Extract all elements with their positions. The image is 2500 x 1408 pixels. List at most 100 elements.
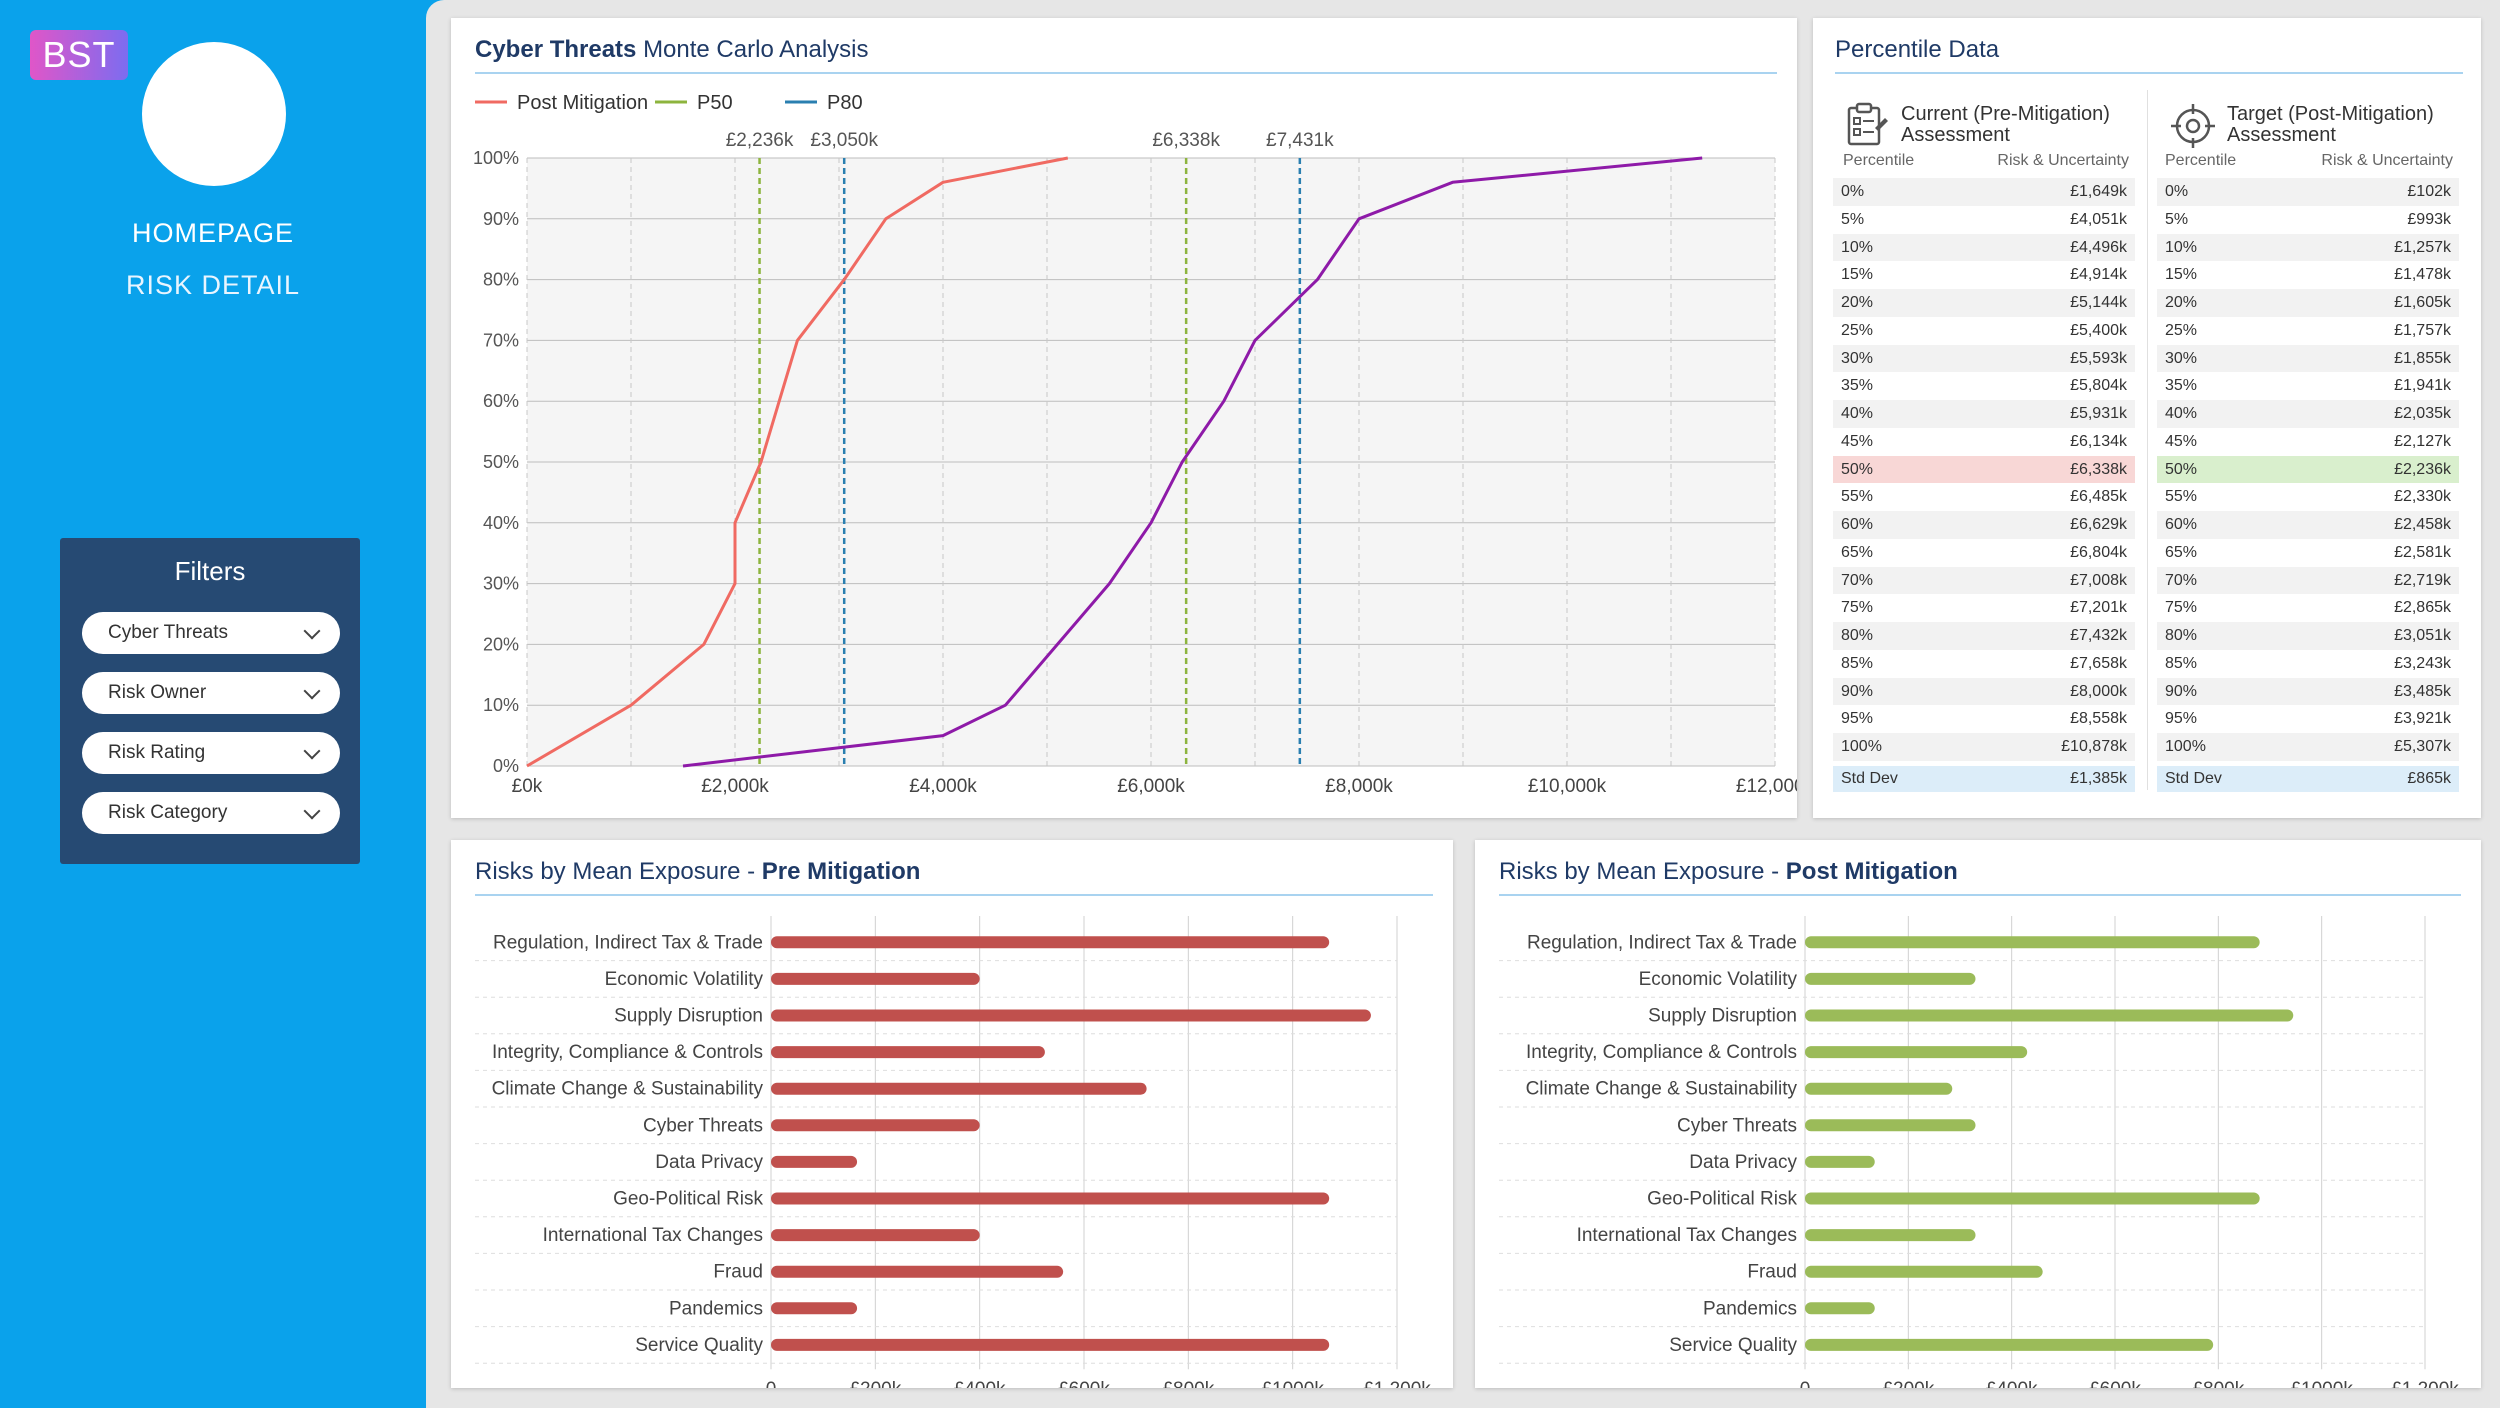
risk-value: £7,658k — [2070, 654, 2127, 672]
percentile-value: 100% — [2165, 738, 2206, 755]
target-col-risk: Risk & Uncertainty — [2321, 152, 2453, 169]
filter-risk-dropdown[interactable]: Cyber Threats — [82, 612, 340, 654]
risk-value: £4,914k — [2070, 266, 2127, 284]
percentile-value: 65% — [1841, 543, 1874, 561]
percentile-row: 95% £8,558k — [1833, 705, 2135, 733]
exposure-bar[interactable] — [1805, 1229, 1976, 1242]
exposure-bar[interactable] — [1805, 1009, 2294, 1022]
exposure-bar[interactable] — [1805, 972, 1976, 985]
current-assessment-header: Current (Pre-Mitigation) Assessment — [1831, 84, 2141, 154]
target-assessment-line1: Target (Post-Mitigation) — [2227, 103, 2434, 125]
series-line[interactable] — [526, 156, 1069, 768]
x-tick-label: £600k — [1058, 1379, 1110, 1388]
exposure-bar[interactable] — [771, 1119, 980, 1132]
std-dev-label: Std Dev — [2165, 770, 2222, 787]
legend-label: P50 — [697, 92, 733, 114]
filters-title: Filters — [174, 556, 246, 586]
exposure-bar[interactable] — [771, 1192, 1330, 1205]
risk-value: £1,649k — [2070, 183, 2127, 200]
category-label: Integrity, Compliance & Controls — [1526, 1042, 1797, 1063]
nav-homepage-link[interactable]: HOMEPAGE — [131, 218, 295, 248]
filter-risk-owner-dropdown[interactable]: Risk Owner — [82, 672, 340, 714]
exposure-bar[interactable] — [771, 1009, 1371, 1022]
x-tick-label: 0 — [1800, 1379, 1811, 1388]
current-assessment-line1: Current (Pre-Mitigation) — [1901, 103, 2110, 125]
monte-carlo-card: Cyber Threats Monte Carlo Analysis 0% 10%… — [451, 18, 1797, 818]
exposure-bar[interactable] — [1805, 1119, 1976, 1132]
percentile-row: 90% £8,000k — [1833, 677, 2135, 706]
category-label: Service Quality — [1669, 1335, 1797, 1356]
exposure-bar[interactable] — [771, 936, 1330, 949]
std-dev-value: £865k — [2407, 770, 2451, 787]
percentile-value: 40% — [2165, 405, 2198, 422]
percentile-value: 25% — [1841, 321, 1874, 339]
percentile-row: 35% £1,941k — [2157, 372, 2459, 400]
exposure-bar[interactable] — [771, 1082, 1147, 1095]
exposure-bar[interactable] — [1805, 1082, 1953, 1095]
percentile-value: 25% — [2165, 321, 2198, 339]
target-assessment-line2: Assessment — [2227, 124, 2336, 146]
exposure-bar[interactable] — [1805, 1265, 2043, 1278]
chevron-down-icon — [303, 622, 321, 640]
avatar[interactable] — [142, 42, 286, 186]
percentile-value: 70% — [1841, 571, 1874, 589]
post-mitigation-chart[interactable]: 0 £200k £400k £600k £800k £1000k £1,200k Regula… — [1475, 840, 2481, 1388]
percentile-row: 40% £5,931k — [1833, 400, 2135, 428]
risk-value: £1,605k — [2394, 294, 2451, 311]
exposure-bar[interactable] — [1805, 1338, 2214, 1351]
target-col-percentile: Percentile — [2165, 152, 2237, 169]
series-line[interactable] — [682, 156, 1703, 768]
risk-value: £5,307k — [2394, 738, 2451, 755]
risk-value: £4,496k — [2070, 238, 2127, 256]
target-percentile-table: 0% £102k 5% £993k 10% £1,257k 15% £1,478k 20% £1,… — [2157, 178, 2459, 761]
percentile-row: 30% £5,593k — [1833, 344, 2135, 373]
percentile-marker-label: £3,050k — [810, 130, 878, 151]
percentile-value: 75% — [1841, 599, 1874, 617]
risk-value: £6,804k — [2070, 543, 2127, 561]
y-tick-label: 100% — [473, 148, 519, 168]
post-title-bold: Post Mitigation — [1785, 858, 1958, 885]
pre-mitigation-chart[interactable]: 0 £200k £400k £600k £800k £1000k £1,200k Regula… — [451, 840, 1453, 1388]
bst-logo[interactable]: BST — [30, 30, 128, 80]
exposure-bar[interactable] — [771, 1265, 1064, 1278]
exposure-bar[interactable] — [771, 972, 980, 985]
post-mitigation-title: Risks by Mean Exposure - Post Mitigation — [1499, 858, 1958, 886]
risk-value: £10,878k — [2061, 738, 2127, 755]
percentile-row: 70% £7,008k — [1833, 566, 2135, 595]
exposure-bar[interactable] — [771, 1229, 980, 1242]
exposure-bar[interactable] — [771, 1046, 1045, 1059]
percentile-value: 50% — [1841, 460, 1874, 478]
x-tick-label: 0 — [766, 1379, 777, 1388]
filter-risk-category-dropdown[interactable]: Risk Category — [82, 792, 340, 834]
exposure-bar[interactable] — [1805, 1046, 2028, 1059]
category-label: Pandemics — [1703, 1298, 1797, 1319]
x-tick-label: £1000k — [2290, 1379, 2353, 1388]
risk-value: £993k — [2407, 210, 2451, 228]
risk-value: £1,257k — [2394, 238, 2451, 256]
percentile-value: 65% — [2165, 543, 2198, 561]
title-divider — [1835, 72, 2463, 74]
percentile-row: 50% £6,338k — [1833, 455, 2135, 484]
percentile-row: 95% £3,921k — [2157, 705, 2459, 733]
exposure-bar[interactable] — [1805, 1302, 1875, 1315]
nav-risk-detail-link[interactable]: RISK DETAIL — [125, 270, 301, 300]
filter-risk-rating-dropdown[interactable]: Risk Rating — [82, 732, 340, 774]
exposure-bar[interactable] — [1805, 1155, 1875, 1168]
monte-carlo-chart[interactable]: 0% 10% 20% 30% 40% 50% 60% 70% 80% 90% 100% £0k £2,0… — [451, 18, 1797, 818]
percentile-value: 20% — [1841, 294, 1874, 311]
percentile-value: 15% — [2165, 266, 2198, 284]
exposure-bar[interactable] — [771, 1338, 1330, 1351]
category-label: Economic Volatility — [1639, 969, 1798, 990]
category-label: Supply Disruption — [1648, 1006, 1797, 1027]
x-tick-label: £0k — [512, 776, 543, 797]
exposure-bar[interactable] — [771, 1155, 858, 1168]
risk-value: £6,338k — [2070, 460, 2127, 478]
exposure-bar[interactable] — [1805, 1192, 2260, 1205]
exposure-bar[interactable] — [771, 1302, 858, 1315]
exposure-bar[interactable] — [1805, 936, 2260, 949]
percentile-row: 50% £2,236k — [2157, 455, 2459, 484]
risk-value: £5,144k — [2070, 294, 2127, 311]
risk-value: £2,330k — [2394, 488, 2451, 506]
current-assessment-label: Current (Pre-Mitigation) Assessment — [1901, 104, 2110, 146]
percentile-value: 90% — [1841, 682, 1874, 700]
